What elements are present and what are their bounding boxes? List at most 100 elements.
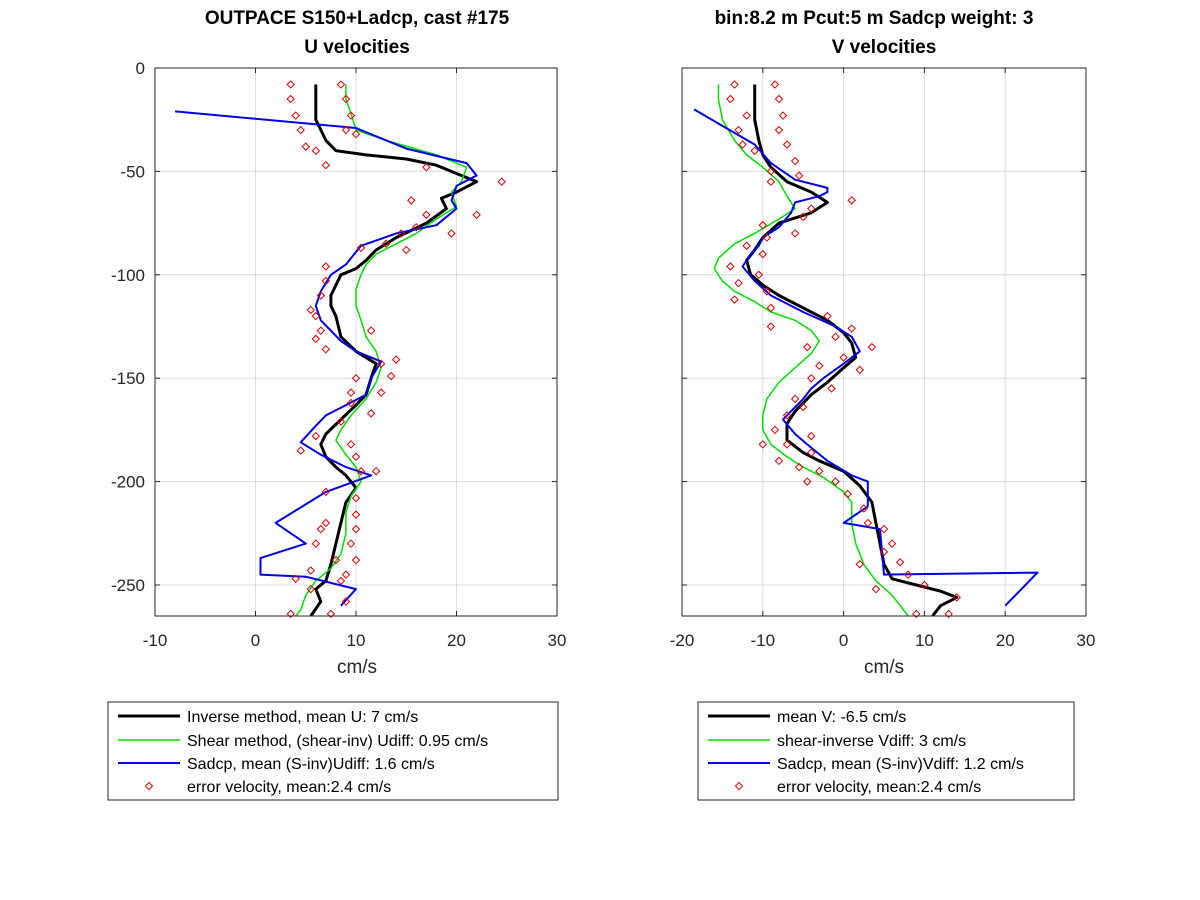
error-velocity-marker bbox=[376, 388, 386, 397]
x-tick-label: 10 bbox=[347, 631, 366, 650]
x-tick-label: 0 bbox=[251, 631, 260, 650]
error-velocity-marker bbox=[356, 467, 366, 476]
error-velocity-marker bbox=[762, 233, 772, 242]
error-velocity-marker bbox=[952, 593, 961, 602]
error-velocity-marker bbox=[807, 373, 816, 383]
error-velocity-marker bbox=[726, 262, 735, 271]
legend-entry: mean V: -6.5 cm/s bbox=[777, 709, 906, 726]
error-velocity-marker bbox=[887, 539, 897, 548]
error-velocity-marker bbox=[402, 245, 411, 255]
error-velocity-marker bbox=[316, 326, 326, 335]
error-velocity-marker bbox=[754, 270, 764, 280]
legend-entry: Shear method, (shear-inv) Udiff: 0.95 cm… bbox=[187, 733, 488, 750]
error-velocity-marker bbox=[366, 409, 376, 418]
error-velocity-marker bbox=[807, 204, 816, 213]
legend-box bbox=[107, 701, 559, 801]
error-velocity-marker bbox=[815, 361, 824, 371]
shear-method-line bbox=[295, 84, 468, 617]
error-velocity-marker bbox=[407, 196, 416, 205]
error-velocity-marker bbox=[497, 177, 506, 186]
y-tick-label: -200 bbox=[111, 473, 145, 492]
error-velocity-marker bbox=[316, 524, 326, 534]
error-velocity-marker bbox=[346, 388, 356, 397]
sadcp-line bbox=[175, 110, 478, 607]
error-velocity-marker bbox=[770, 80, 780, 89]
error-velocity-marker bbox=[321, 276, 331, 286]
error-velocity-marker bbox=[734, 125, 743, 135]
error-velocity-marker bbox=[895, 557, 905, 567]
error-velocity-marker bbox=[790, 394, 800, 404]
error-velocity-marker bbox=[336, 576, 346, 586]
legend-box bbox=[697, 701, 1075, 801]
error-velocity-marker bbox=[843, 489, 852, 499]
error-velocity-marker bbox=[351, 510, 361, 519]
error-velocity-marker bbox=[774, 94, 784, 104]
error-velocity-marker bbox=[346, 539, 356, 548]
error-velocity-marker bbox=[770, 425, 780, 435]
x-tick-label: -10 bbox=[143, 631, 168, 650]
error-velocity-marker bbox=[321, 344, 331, 354]
v-velocity-panel: bin:8.2 m Pcut:5 m Sadcp weight: 3 V vel… bbox=[670, 8, 1096, 678]
error-velocity-marker bbox=[371, 467, 381, 476]
error-velocity-marker bbox=[758, 220, 768, 230]
error-velocity-marker bbox=[351, 452, 361, 462]
y-tick-label: 0 bbox=[136, 59, 145, 78]
error-velocity-marker bbox=[794, 462, 804, 472]
plot-frame bbox=[681, 67, 1087, 617]
chart-title-line-2: U velocities bbox=[304, 37, 410, 58]
error-velocity-marker bbox=[366, 326, 376, 335]
error-velocity-marker bbox=[855, 560, 865, 569]
error-velocity-marker bbox=[341, 125, 351, 135]
error-velocity-marker bbox=[351, 524, 361, 534]
error-velocity-marker bbox=[311, 311, 321, 321]
error-velocity-marker bbox=[863, 518, 873, 528]
error-velocity-marker bbox=[351, 373, 361, 383]
error-velocity-marker bbox=[341, 597, 351, 606]
error-velocity-marker bbox=[306, 584, 316, 594]
error-velocity-marker bbox=[311, 334, 321, 344]
error-velocity-marker bbox=[321, 262, 331, 271]
series-group bbox=[175, 80, 506, 619]
error-velocity-marker bbox=[758, 249, 768, 259]
error-velocity-marker bbox=[750, 146, 759, 155]
error-velocity-marker bbox=[778, 111, 788, 120]
inverse-method-line bbox=[309, 84, 479, 617]
error-velocity-marker bbox=[758, 440, 768, 449]
y-tick-label: -250 bbox=[111, 576, 145, 595]
error-velocity-marker bbox=[321, 518, 331, 528]
error-velocity-marker bbox=[920, 580, 929, 590]
axis-ticks: -20 -10 0 10 20 30 bbox=[670, 67, 1095, 650]
error-velocity-marker bbox=[311, 539, 321, 548]
error-velocity-marker bbox=[341, 94, 351, 104]
error-velocity-marker bbox=[346, 398, 356, 408]
error-velocity-marker bbox=[351, 493, 361, 503]
error-velocity-marker bbox=[831, 477, 840, 486]
error-velocity-marker bbox=[391, 355, 401, 364]
y-tick-label: -100 bbox=[111, 266, 145, 285]
y-tick-label: -150 bbox=[111, 369, 145, 388]
x-tick-label: 20 bbox=[996, 631, 1015, 650]
x-tick-label: 20 bbox=[447, 631, 466, 650]
error-velocity-marker bbox=[774, 125, 784, 135]
error-velocity-marker bbox=[286, 80, 295, 89]
error-velocity-marker bbox=[311, 146, 321, 155]
error-velocity-marker bbox=[306, 305, 316, 315]
x-axis-label: cm/s bbox=[337, 657, 377, 678]
error-velocity-marker bbox=[802, 342, 812, 352]
error-velocity-marker bbox=[815, 467, 824, 476]
legend-entry: Sadcp, mean (S-inv)Vdiff: 1.2 cm/s bbox=[777, 756, 1024, 773]
error-velocity-marker bbox=[412, 222, 421, 232]
error-velocity-marker bbox=[790, 156, 800, 166]
error-velocity-marker bbox=[782, 140, 792, 149]
legend-u: Inverse method, mean U: 7 cm/s Shear met… bbox=[107, 701, 559, 801]
sadcp-line bbox=[693, 108, 1039, 607]
error-velocity-marker bbox=[336, 80, 346, 89]
axis-ticks: -10 0 10 20 300-50-100-150-200-250 bbox=[111, 59, 566, 650]
error-velocity-marker bbox=[301, 142, 310, 151]
error-velocity-marker bbox=[742, 241, 751, 251]
legend-entry: error velocity, mean:2.4 cm/s bbox=[777, 779, 981, 796]
error-velocity-marker bbox=[341, 570, 351, 579]
error-velocity-marker bbox=[472, 210, 481, 220]
error-velocity-marker bbox=[823, 311, 832, 321]
error-velocity-marker bbox=[321, 487, 331, 497]
